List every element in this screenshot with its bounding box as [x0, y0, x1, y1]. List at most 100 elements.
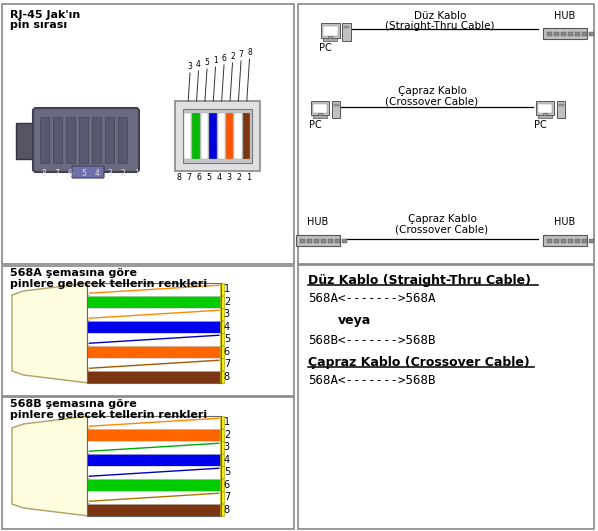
- Bar: [307, 239, 312, 243]
- Bar: [220, 309, 224, 320]
- Text: 3: 3: [224, 442, 230, 452]
- Text: 5: 5: [205, 58, 209, 67]
- Polygon shape: [12, 283, 89, 383]
- Bar: [296, 235, 340, 246]
- Bar: [220, 416, 224, 428]
- Bar: [220, 284, 224, 295]
- Bar: [87, 371, 221, 383]
- Text: HUB: HUB: [554, 11, 576, 21]
- Bar: [87, 283, 221, 383]
- Bar: [53, 117, 62, 163]
- Bar: [589, 239, 594, 243]
- Bar: [184, 113, 191, 159]
- Text: 1: 1: [213, 56, 218, 65]
- Text: pin sırası: pin sırası: [10, 20, 67, 30]
- Bar: [220, 479, 224, 491]
- Text: pinlere gelecek tellerin renkleri: pinlere gelecek tellerin renkleri: [10, 279, 207, 289]
- Bar: [575, 239, 580, 243]
- Bar: [220, 333, 224, 345]
- Bar: [87, 358, 221, 370]
- Bar: [87, 333, 221, 345]
- Text: 7: 7: [55, 169, 60, 178]
- Bar: [543, 235, 587, 246]
- Bar: [589, 32, 594, 36]
- Bar: [66, 117, 75, 163]
- Bar: [2, 397, 294, 529]
- Text: 3: 3: [188, 62, 193, 71]
- Bar: [220, 441, 224, 453]
- Bar: [547, 32, 552, 36]
- Text: 1: 1: [224, 284, 230, 294]
- Bar: [342, 23, 351, 41]
- Text: 6: 6: [222, 54, 227, 63]
- Bar: [201, 113, 208, 159]
- Bar: [575, 32, 580, 36]
- Bar: [92, 117, 101, 163]
- Bar: [220, 321, 224, 332]
- Text: 1: 1: [134, 169, 139, 178]
- Bar: [328, 36, 332, 39]
- Text: 1: 1: [224, 417, 230, 427]
- Bar: [234, 113, 242, 159]
- Bar: [79, 117, 88, 163]
- Text: Düz Kablo: Düz Kablo: [414, 11, 466, 21]
- Bar: [87, 346, 221, 357]
- Bar: [87, 504, 221, 516]
- Text: 5: 5: [224, 467, 230, 477]
- Bar: [209, 113, 216, 159]
- Bar: [87, 441, 221, 453]
- Bar: [226, 113, 233, 159]
- Bar: [568, 239, 573, 243]
- Text: 2: 2: [224, 297, 230, 307]
- Text: 5: 5: [224, 334, 230, 344]
- Bar: [220, 296, 224, 307]
- Bar: [334, 104, 339, 106]
- Bar: [105, 117, 114, 163]
- Bar: [536, 101, 554, 115]
- Text: 8: 8: [247, 48, 252, 57]
- Bar: [335, 239, 340, 243]
- Bar: [220, 371, 224, 383]
- Bar: [298, 4, 594, 264]
- Bar: [543, 28, 587, 39]
- Bar: [220, 358, 224, 370]
- Bar: [2, 4, 294, 264]
- Bar: [311, 101, 329, 115]
- Bar: [300, 239, 305, 243]
- Text: 568B<------->568B: 568B<------->568B: [308, 334, 435, 347]
- Bar: [313, 115, 327, 118]
- Bar: [314, 239, 319, 243]
- Text: 3: 3: [108, 169, 112, 178]
- Polygon shape: [16, 123, 38, 159]
- Bar: [332, 101, 340, 118]
- Bar: [40, 117, 49, 163]
- Bar: [298, 265, 594, 529]
- Text: HUB: HUB: [554, 217, 576, 227]
- Bar: [538, 104, 552, 113]
- Text: PC: PC: [533, 120, 547, 130]
- Text: 3: 3: [224, 309, 230, 319]
- Bar: [220, 346, 224, 357]
- Text: 7: 7: [239, 50, 243, 59]
- Text: pinlere gelecek tellerin renkleri: pinlere gelecek tellerin renkleri: [10, 410, 207, 420]
- Text: 568A<------->568A: 568A<------->568A: [308, 292, 435, 305]
- Text: Çapraz Kablo: Çapraz Kablo: [398, 86, 466, 96]
- Bar: [323, 38, 337, 41]
- Bar: [87, 284, 221, 295]
- Bar: [220, 491, 224, 503]
- Bar: [323, 26, 338, 36]
- Text: 568A<------->568B: 568A<------->568B: [308, 374, 435, 387]
- Bar: [582, 32, 587, 36]
- FancyBboxPatch shape: [72, 166, 104, 178]
- Text: 2: 2: [230, 52, 235, 61]
- Bar: [87, 454, 221, 466]
- Bar: [175, 101, 260, 171]
- Text: (Crossover Cable): (Crossover Cable): [386, 96, 478, 106]
- Polygon shape: [12, 416, 89, 516]
- Text: 2: 2: [224, 430, 230, 440]
- Text: PC: PC: [319, 43, 331, 53]
- Bar: [220, 454, 224, 466]
- Bar: [557, 101, 565, 118]
- Text: 4: 4: [224, 455, 230, 465]
- Bar: [582, 239, 587, 243]
